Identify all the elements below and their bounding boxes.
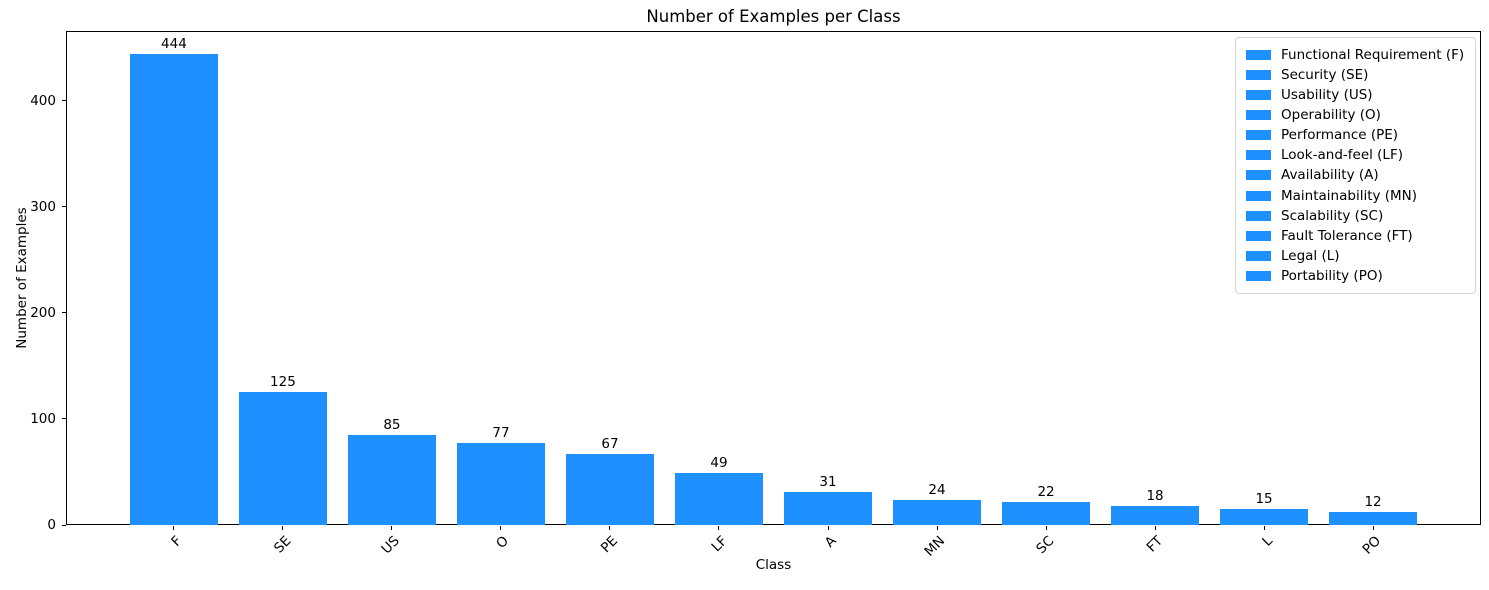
bar: [1329, 512, 1417, 525]
x-tick-mark: [1045, 526, 1047, 530]
x-tick-label-text: US: [378, 533, 404, 558]
x-tick-mark: [936, 526, 938, 530]
x-tick-label-text: PE: [598, 533, 622, 557]
x-tick-mark: [827, 526, 829, 530]
x-tick-label-text: PO: [1359, 533, 1385, 558]
y-tick-label: 0: [47, 517, 56, 533]
legend-item: Legal (L): [1246, 246, 1465, 266]
legend-item: Fault Tolerance (FT): [1246, 226, 1465, 246]
bar-value-label: 444: [161, 36, 187, 53]
x-tick-mark: [1263, 526, 1265, 530]
legend-item: Look-and-feel (LF): [1246, 145, 1465, 165]
bar: [1002, 501, 1090, 525]
legend-label: Maintainability (MN): [1281, 187, 1418, 204]
x-tick-mark: [173, 526, 175, 530]
x-tick-label-text: SC: [1033, 533, 1058, 558]
y-tick-label: 300: [30, 198, 56, 215]
legend-swatch-icon: [1246, 150, 1271, 161]
bar: [1111, 505, 1199, 525]
x-tick-label-text: FT: [1143, 533, 1167, 556]
bar-value-label: 85: [383, 416, 401, 433]
legend-label: Scalability (SC): [1281, 207, 1384, 224]
x-tick-mark: [609, 526, 611, 530]
x-tick-label-text: MN: [921, 533, 949, 560]
x-tick-label-text: O: [493, 533, 513, 552]
legend-swatch-icon: [1246, 130, 1271, 141]
legend-swatch-icon: [1246, 50, 1271, 60]
x-tick-label-text: A: [821, 533, 840, 551]
bar-value-label: 49: [710, 455, 728, 472]
x-tick-label-text: LF: [708, 533, 731, 556]
legend-swatch-icon: [1246, 250, 1271, 261]
legend-item: Operability (O): [1246, 105, 1465, 125]
bar: [348, 434, 436, 525]
bar-value-label: 22: [1037, 483, 1055, 500]
legend-item: Maintainability (MN): [1246, 186, 1465, 206]
x-tick-label-text: L: [1258, 533, 1276, 550]
bar-value-label: 77: [492, 425, 510, 442]
legend-label: Fault Tolerance (FT): [1281, 227, 1413, 244]
legend: Functional Requirement (F) Security (SE) U…: [1235, 37, 1476, 294]
bar: [130, 54, 218, 525]
legend-swatch-icon: [1246, 70, 1271, 81]
bar: [784, 492, 872, 525]
y-tick-mark: [62, 100, 66, 102]
legend-item: Availability (A): [1246, 165, 1465, 185]
legend-swatch-icon: [1246, 170, 1271, 181]
y-tick-label: 100: [30, 410, 56, 427]
x-tick-mark: [282, 526, 284, 530]
legend-item: Security (SE): [1246, 65, 1465, 85]
bar: [1220, 509, 1308, 525]
legend-label: Look-and-feel (LF): [1281, 147, 1403, 164]
legend-item: Usability (US): [1246, 85, 1465, 105]
bar-value-label: 24: [928, 481, 946, 498]
bar: [893, 499, 981, 525]
x-tick-mark: [1154, 526, 1156, 530]
y-tick-mark: [62, 312, 66, 314]
legend-swatch-icon: [1246, 210, 1271, 221]
x-tick-mark: [500, 526, 502, 530]
y-axis-label: Number of Examples: [14, 207, 30, 349]
legend-swatch-icon: [1246, 110, 1271, 121]
x-tick-mark: [391, 526, 393, 530]
legend-item: Functional Requirement (F): [1246, 45, 1465, 65]
bar: [566, 453, 654, 525]
legend-item: Portability (PO): [1246, 266, 1465, 286]
bar-value-label: 31: [819, 474, 837, 491]
legend-item: Performance (PE): [1246, 125, 1465, 145]
bar: [457, 443, 545, 525]
y-tick-mark: [62, 524, 66, 526]
x-tick-mark: [1372, 526, 1374, 530]
legend-label: Performance (PE): [1281, 127, 1399, 144]
chart-title: Number of Examples per Class: [646, 7, 901, 26]
legend-label: Functional Requirement (F): [1281, 47, 1465, 63]
legend-label: Operability (O): [1281, 107, 1381, 124]
y-tick-mark: [62, 206, 66, 208]
bar-value-label: 15: [1255, 491, 1273, 508]
bar-value-label: 12: [1364, 494, 1382, 511]
legend-label: Availability (A): [1281, 167, 1379, 184]
bar-value-label: 125: [270, 374, 296, 391]
bar-value-label: 18: [1146, 487, 1164, 504]
legend-swatch-icon: [1246, 270, 1271, 281]
legend-swatch-icon: [1246, 190, 1271, 201]
x-tick-label-text: SE: [270, 533, 295, 557]
legend-label: Portability (PO): [1281, 267, 1383, 284]
y-tick-label: 200: [30, 304, 56, 321]
legend-item: Scalability (SC): [1246, 206, 1465, 226]
x-tick-label-text: F: [168, 533, 186, 550]
legend-swatch-icon: [1246, 90, 1271, 101]
bar-value-label: 67: [601, 435, 619, 452]
bar: [675, 473, 763, 525]
legend-swatch-icon: [1246, 230, 1271, 241]
legend-label: Legal (L): [1281, 247, 1340, 264]
bar: [239, 392, 327, 525]
y-tick-mark: [62, 418, 66, 420]
legend-label: Usability (US): [1281, 87, 1373, 104]
y-tick-label: 400: [30, 92, 56, 109]
x-axis-label: Class: [755, 557, 792, 573]
legend-label: Security (SE): [1281, 67, 1369, 84]
x-tick-mark: [718, 526, 720, 530]
